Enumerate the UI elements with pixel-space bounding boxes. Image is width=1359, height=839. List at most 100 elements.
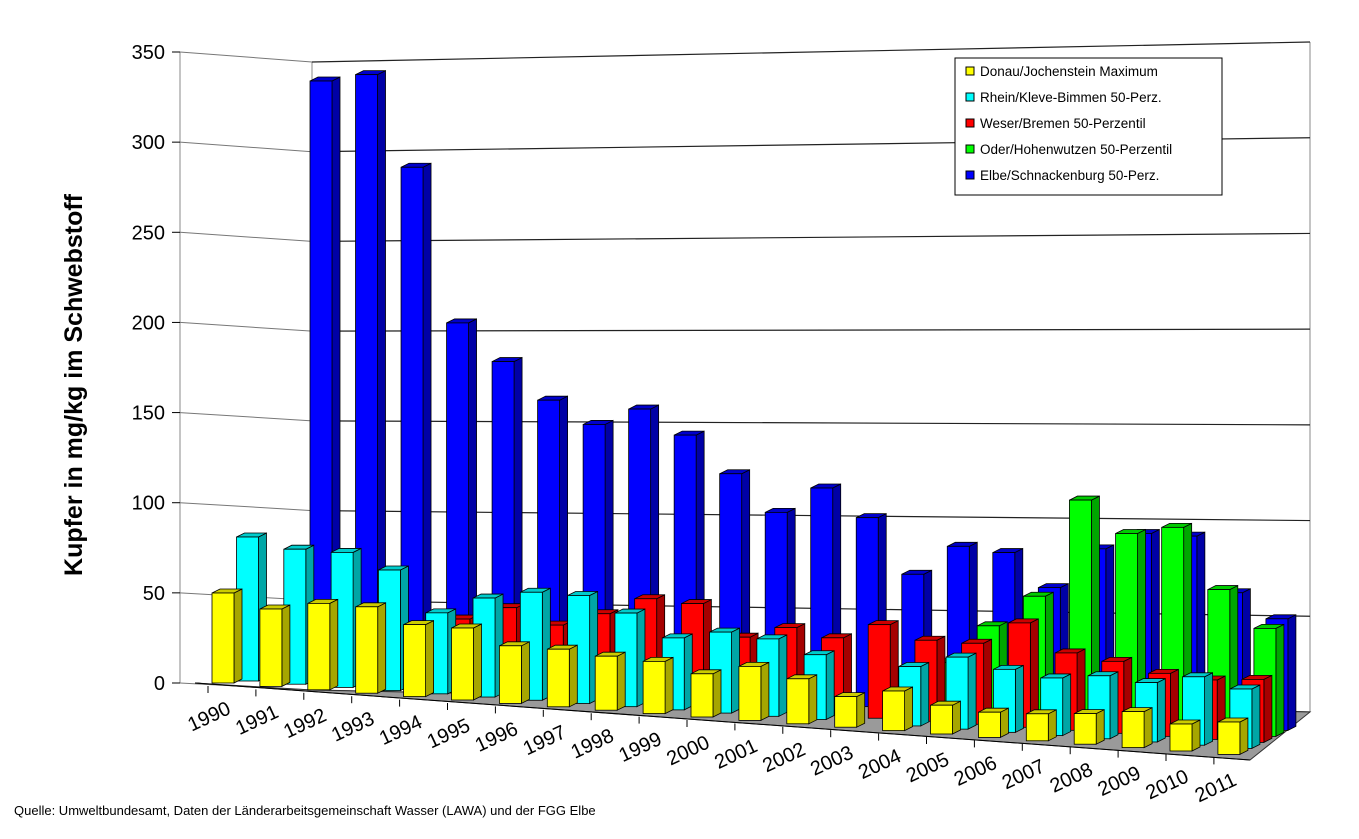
legend-label: Oder/Hohenwutzen 50-Perzentil <box>980 142 1172 157</box>
legend-swatch <box>965 118 975 128</box>
bar-side <box>1095 708 1105 745</box>
gridline <box>311 328 1311 332</box>
bar <box>355 606 379 694</box>
y-axis-title: Kupfer in mg/kg im Schwebstoff <box>60 193 88 576</box>
gridline-side <box>179 231 313 242</box>
legend: Donau/Jochenstein Maximum Rhein/Kleve-Bim… <box>954 57 1223 196</box>
x-tick-label: 2005 <box>903 749 953 788</box>
bar <box>1169 723 1193 752</box>
bar-side <box>967 652 977 730</box>
x-tick-label: 2002 <box>759 738 809 777</box>
x-tick-label: 1992 <box>280 704 330 743</box>
y-tick-label: 50 <box>143 583 165 605</box>
bar <box>642 661 666 715</box>
legend-swatch <box>965 92 975 102</box>
bar-side <box>856 691 866 728</box>
x-tick-label: 1999 <box>616 728 666 767</box>
legend-label: Donau/Jochenstein Maximum <box>980 64 1158 79</box>
y-tick-label: 300 <box>132 132 165 154</box>
bar-side <box>233 588 243 684</box>
bar-side <box>1143 706 1153 749</box>
bar-side <box>778 634 788 717</box>
bar-side <box>1275 623 1285 738</box>
bar-side <box>1287 614 1297 732</box>
bar <box>1121 711 1145 748</box>
bar <box>978 711 1001 738</box>
bar-side <box>1047 709 1057 742</box>
y-tick-label: 100 <box>132 493 165 515</box>
bar-side <box>731 627 740 714</box>
bar-side <box>1014 664 1024 733</box>
source-note: Quelle: Umweltbundesamt, Daten der Lände… <box>14 803 596 818</box>
bar <box>738 666 762 721</box>
x-tick-label: 2009 <box>1095 762 1145 801</box>
x-tick-label: 2000 <box>663 732 713 771</box>
legend-box <box>954 57 1223 196</box>
bar <box>1217 721 1241 755</box>
y-tick-label: 200 <box>132 312 165 334</box>
bar-side <box>952 700 961 735</box>
bar <box>882 690 905 731</box>
x-tick-label: 2007 <box>999 755 1049 794</box>
x-tick-label: 1990 <box>184 698 234 737</box>
gridline <box>311 420 1311 426</box>
x-tick-label: 2004 <box>855 745 905 784</box>
y-tick-label: 150 <box>132 403 165 425</box>
x-tick-label: 1997 <box>520 721 570 760</box>
bar <box>451 627 474 701</box>
bar-side <box>825 650 835 721</box>
bar <box>786 678 810 725</box>
bar-side <box>281 604 291 688</box>
bar-side <box>1062 673 1072 737</box>
bar-side <box>1109 671 1119 740</box>
bar-side <box>1191 719 1201 752</box>
bar-side <box>473 623 482 701</box>
bar-side <box>920 661 930 727</box>
gridline-side <box>179 51 313 63</box>
gridline-side <box>179 141 313 153</box>
bar-side <box>425 619 435 698</box>
bar <box>403 624 427 697</box>
bar-side <box>1251 684 1261 750</box>
bar-side <box>760 661 770 722</box>
bar <box>690 673 714 718</box>
bar <box>594 655 618 711</box>
gridline <box>311 41 1311 63</box>
x-tick-label: 2003 <box>807 742 857 781</box>
bar-side <box>568 644 578 708</box>
bar-side <box>1239 717 1249 756</box>
bar <box>1073 713 1097 745</box>
x-tick-label: 1994 <box>376 711 426 750</box>
x-tick-label: 1996 <box>472 718 522 757</box>
bar-side <box>329 598 339 691</box>
x-tick-label: 1993 <box>328 708 378 747</box>
x-tick-label: 1998 <box>568 725 618 764</box>
gridline <box>311 232 1311 243</box>
gridline-side <box>179 502 313 512</box>
legend-label: Weser/Bremen 50-Perzentil <box>980 116 1146 131</box>
y-tick-label: 250 <box>132 222 165 244</box>
bar-side <box>616 651 626 711</box>
x-tick-label: 2011 <box>1192 769 1240 807</box>
x-tick-label: 1995 <box>424 715 474 754</box>
bar <box>498 645 522 704</box>
legend-label: Rhein/Kleve-Bimmen 50-Perz. <box>980 90 1162 105</box>
series-0 <box>211 588 1249 756</box>
bar <box>930 704 953 735</box>
bar-side <box>521 641 530 705</box>
bar-side <box>1263 674 1273 744</box>
x-tick-label: 2008 <box>1047 759 1097 798</box>
bar <box>1025 713 1049 742</box>
x-axis-line <box>194 682 1251 761</box>
y-tick-label: 350 <box>132 42 165 64</box>
bar <box>259 608 283 687</box>
bar-side <box>1000 707 1009 739</box>
gridline-side <box>179 321 313 332</box>
legend-swatch <box>965 144 975 154</box>
bar-side <box>422 162 432 681</box>
bar <box>211 592 235 684</box>
x-tick-label: 2010 <box>1142 766 1192 805</box>
x-tick-label: 1991 <box>232 701 282 740</box>
y-tick-label: 0 <box>154 673 165 695</box>
